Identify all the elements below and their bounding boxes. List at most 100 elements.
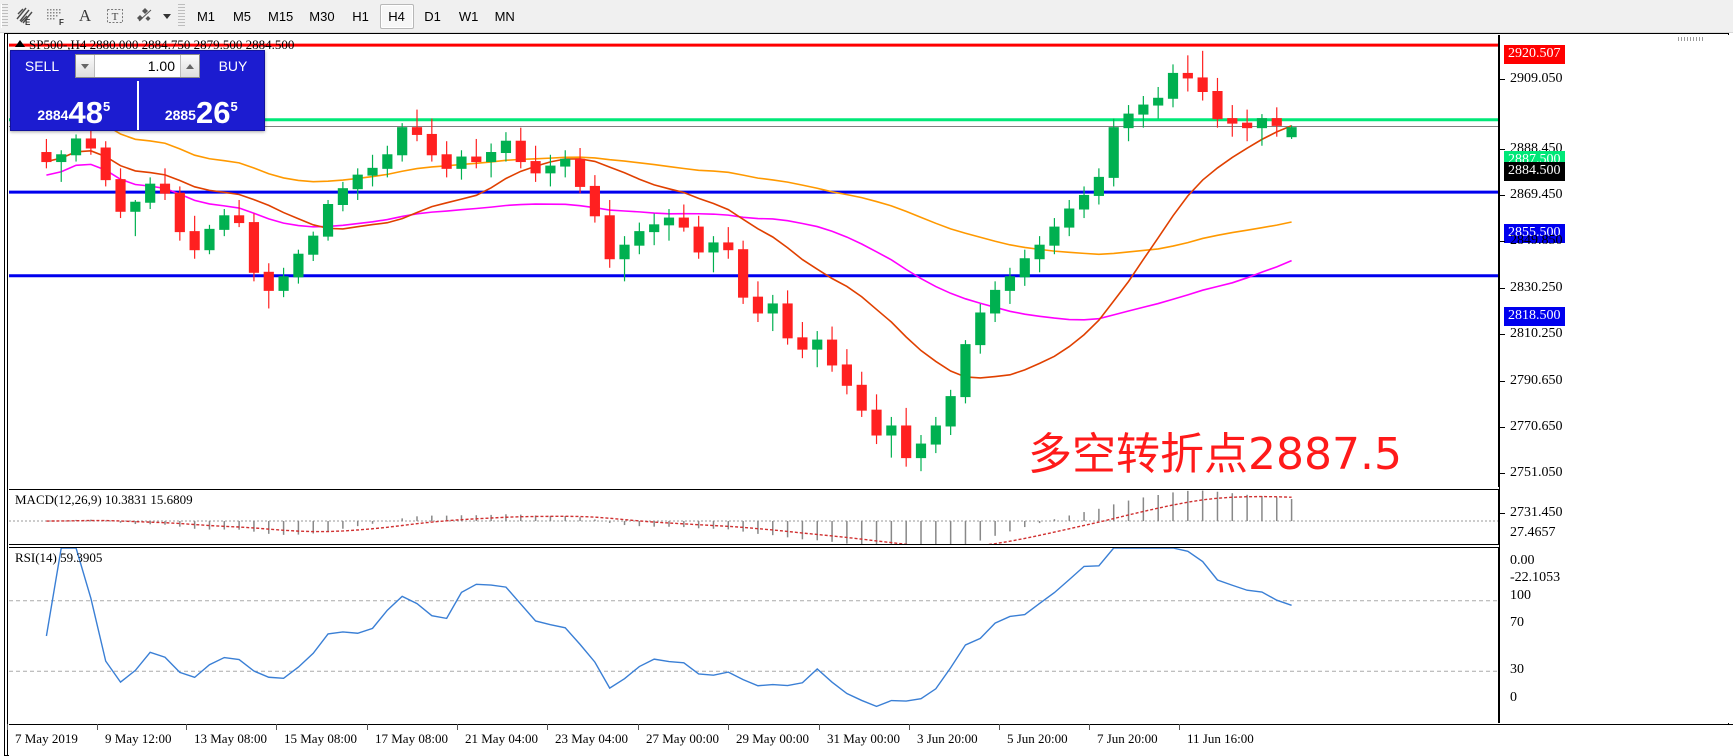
timeframe-m30[interactable]: M30 <box>309 8 335 24</box>
volume-stepper[interactable]: 1.00 <box>75 54 200 78</box>
time-axis-separator <box>999 724 1000 730</box>
time-axis-separator <box>457 724 458 730</box>
price-axis-label: 2830.250 <box>1510 280 1563 295</box>
grid-f-icon[interactable]: F <box>40 2 70 30</box>
price-chart-svg <box>9 43 1498 472</box>
text-tool-icon[interactable]: A <box>78 6 92 25</box>
price-axis-tick <box>1500 473 1505 474</box>
sell-price-prefix: 2884 <box>37 107 69 123</box>
time-axis-separator <box>367 724 368 730</box>
time-axis-separator <box>97 724 98 730</box>
sell-button[interactable]: 2884 48 5 <box>11 81 139 130</box>
svg-text:E: E <box>25 18 31 27</box>
price-axis-tick <box>1500 149 1505 150</box>
timeframe-d1[interactable]: D1 <box>424 8 441 24</box>
time-axis-separator <box>909 724 910 730</box>
price-axis-label: 2731.450 <box>1510 505 1563 520</box>
buy-label[interactable]: BUY <box>218 58 248 74</box>
main-toolbar: E F A <box>0 0 1733 33</box>
svg-text:T: T <box>112 11 119 23</box>
price-axis-label: 2770.650 <box>1510 419 1563 434</box>
price-axis[interactable]: 2920.507 2909.050 2888.450 2887.500 2884.500… <box>1499 35 1729 723</box>
price-axis-label: 2790.650 <box>1510 373 1563 388</box>
price-level-badge: 2884.500 <box>1504 162 1565 181</box>
macd-chart-svg <box>9 490 1498 544</box>
time-axis-label: 7 Jun 20:00 <box>1097 731 1158 746</box>
svg-text:F: F <box>59 18 64 27</box>
time-axis-separator <box>276 724 277 730</box>
rsi-axis-label: 70 <box>1510 615 1524 630</box>
time-axis-label: 21 May 04:00 <box>465 731 538 746</box>
price-level-badge: 2855.500 <box>1504 224 1565 243</box>
time-axis-label: 13 May 08:00 <box>194 731 267 746</box>
price-axis-label: 2869.450 <box>1510 187 1563 202</box>
buy-price-prefix: 2885 <box>164 107 196 123</box>
buy-button[interactable]: 2885 26 5 <box>139 81 265 130</box>
price-axis-tick <box>1500 195 1505 196</box>
rsi-caption: RSI(14) 59.3905 <box>15 550 103 565</box>
time-axis-label: 9 May 12:00 <box>105 731 172 746</box>
price-axis-label: 2751.050 <box>1510 465 1563 480</box>
trade-panel-top-row: SELL 1.00 BUY <box>11 51 264 81</box>
macd-axis-label: 0.00 <box>1510 553 1535 568</box>
rsi-axis-label: 0 <box>1510 690 1517 705</box>
time-axis-separator <box>186 724 187 730</box>
time-axis-label: 31 May 00:00 <box>827 731 900 746</box>
crosshair-e-icon[interactable]: E <box>10 2 40 30</box>
time-axis-label: 29 May 00:00 <box>736 731 809 746</box>
rsi-axis-label: 30 <box>1510 662 1524 677</box>
time-axis-label: 5 Jun 20:00 <box>1007 731 1068 746</box>
price-axis-tick <box>1500 334 1505 335</box>
timeframe-m5[interactable]: M5 <box>232 8 252 24</box>
label-tool-icon[interactable]: T <box>100 2 130 30</box>
time-axis-separator <box>728 724 729 730</box>
price-axis-label: 2909.050 <box>1510 71 1563 86</box>
time-axis-separator <box>1089 724 1090 730</box>
rsi-pane[interactable]: RSI(14) 59.3905 <box>9 547 1499 723</box>
trade-panel-price-row: 2884 48 5 2885 26 5 <box>11 81 264 130</box>
objects-tool-icon[interactable] <box>130 2 160 30</box>
time-axis-label: 11 Jun 16:00 <box>1187 731 1254 746</box>
timeframe-m15[interactable]: M15 <box>268 8 294 24</box>
price-axis-tick <box>1500 513 1505 514</box>
price-level-badge: 2920.507 <box>1504 45 1565 64</box>
price-axis-tick <box>1500 427 1505 428</box>
objects-dropdown-caret-icon[interactable] <box>160 2 174 30</box>
toolbar-grip[interactable] <box>1 4 8 28</box>
rsi-axis-label: 100 <box>1510 588 1531 603</box>
sell-price-fraction: 5 <box>102 99 111 114</box>
volume-value[interactable]: 1.00 <box>147 58 175 74</box>
time-axis-separator <box>547 724 548 730</box>
plot-left-edge <box>5 34 8 755</box>
volume-increment-button[interactable] <box>180 55 199 77</box>
timeframe-mn[interactable]: MN <box>494 8 515 24</box>
volume-decrement-button[interactable] <box>76 55 95 77</box>
timeframe-h1[interactable]: H1 <box>352 8 369 24</box>
buy-price-main: 26 <box>195 95 231 130</box>
time-axis-separator <box>819 724 820 730</box>
one-click-trading-panel: SELL 1.00 BUY 2884 48 5 2885 26 5 <box>10 50 265 131</box>
sell-label[interactable]: SELL <box>24 58 60 74</box>
time-axis-separator <box>7 724 8 730</box>
chart-scroll-grip[interactable] <box>1678 37 1704 41</box>
timeframe-h4[interactable]: H4 <box>379 3 414 29</box>
rsi-chart-svg <box>9 548 1498 708</box>
macd-axis-label: 27.4657 <box>1510 525 1556 540</box>
chart-title: SP500-,H4 2880.000 2884.750 2879.500 288… <box>29 37 295 52</box>
price-axis-tick <box>1500 241 1505 242</box>
timeframe-w1[interactable]: W1 <box>458 8 479 24</box>
sell-price-main: 48 <box>68 95 103 130</box>
time-axis-label: 7 May 2019 <box>15 731 78 746</box>
price-axis-tick <box>1500 288 1505 289</box>
timeframe-m1[interactable]: M1 <box>196 8 216 24</box>
macd-axis-label: -22.1053 <box>1510 570 1561 585</box>
time-axis-label: 3 Jun 20:00 <box>917 731 978 746</box>
macd-pane[interactable]: MACD(12,26,9) 10.3831 15.6809 <box>9 489 1499 545</box>
price-level-badge: 2818.500 <box>1504 307 1565 326</box>
time-axis-label: 23 May 04:00 <box>555 731 628 746</box>
time-axis[interactable]: 7 May 2019 9 May 12:00 13 May 08:00 15 May … <box>7 724 1733 756</box>
toolbar-separator <box>178 4 185 28</box>
price-axis-tick <box>1500 79 1505 80</box>
buy-price-fraction: 5 <box>230 99 238 114</box>
